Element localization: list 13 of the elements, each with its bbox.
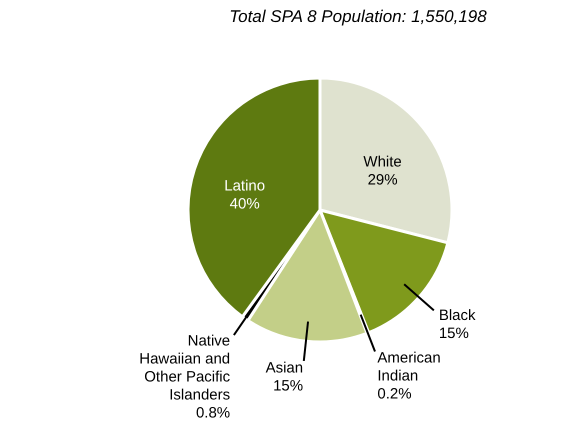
slice-label: Latino <box>224 178 266 195</box>
data-label: 29% <box>368 171 398 188</box>
chart-title: Total SPA 8 Population: 1,550,198 <box>229 7 488 26</box>
data-label: 15% <box>438 324 469 342</box>
data-label: 40% <box>230 196 260 213</box>
slice-label: American Indian <box>377 350 441 385</box>
data-label: 0.8% <box>196 404 230 422</box>
slice-label: Asian <box>266 359 304 376</box>
slice-label: White <box>363 153 402 170</box>
data-label: 15% <box>273 377 304 394</box>
slice-label: Native Hawaiian and Other Pacific Islanders <box>139 332 231 404</box>
slice-label: Black <box>438 306 476 324</box>
data-label: 0.2% <box>377 386 412 403</box>
